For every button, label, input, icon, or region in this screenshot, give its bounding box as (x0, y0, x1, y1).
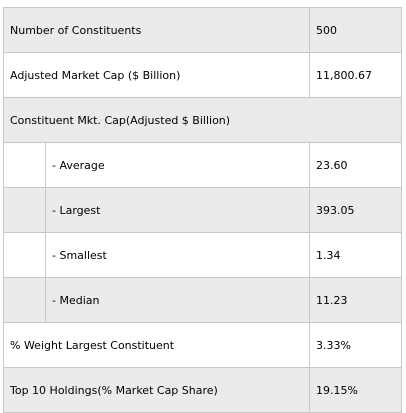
table-row: Adjusted Market Cap ($ Billion) 11,800.6… (3, 52, 402, 98)
row-value: 3.33% (309, 322, 402, 368)
row-value: 11,800.67 (309, 52, 402, 98)
row-value: 1.34 (309, 232, 402, 278)
table-row: - Median 11.23 (3, 277, 402, 323)
row-label: - Smallest (45, 232, 310, 278)
table-row: Number of Constituents 500 (3, 7, 402, 53)
table-row: - Average 23.60 (3, 142, 402, 188)
table-row: Constituent Mkt. Cap(Adjusted $ Billion) (3, 97, 402, 143)
row-label: - Largest (45, 187, 310, 233)
row-label: - Median (45, 277, 310, 323)
constituent-statistics-table: Number of Constituents 500 Adjusted Mark… (3, 7, 402, 413)
indent-cell (3, 232, 46, 278)
table-row: - Largest 393.05 (3, 187, 402, 233)
table-row: % Weight Largest Constituent 3.33% (3, 322, 402, 368)
row-label: % Weight Largest Constituent (3, 322, 310, 368)
row-value: 23.60 (309, 142, 402, 188)
table-row: Top 10 Holdings(% Market Cap Share) 19.1… (3, 367, 402, 413)
table-row: - Smallest 1.34 (3, 232, 402, 278)
row-value: 19.15% (309, 367, 402, 413)
section-heading: Constituent Mkt. Cap(Adjusted $ Billion) (3, 97, 402, 143)
row-label: Number of Constituents (3, 7, 310, 53)
row-value: 500 (309, 7, 402, 53)
row-label: - Average (45, 142, 310, 188)
indent-cell (3, 277, 46, 323)
row-value: 393.05 (309, 187, 402, 233)
row-label: Adjusted Market Cap ($ Billion) (3, 52, 310, 98)
row-label: Top 10 Holdings(% Market Cap Share) (3, 367, 310, 413)
indent-cell (3, 187, 46, 233)
indent-cell (3, 142, 46, 188)
row-value: 11.23 (309, 277, 402, 323)
